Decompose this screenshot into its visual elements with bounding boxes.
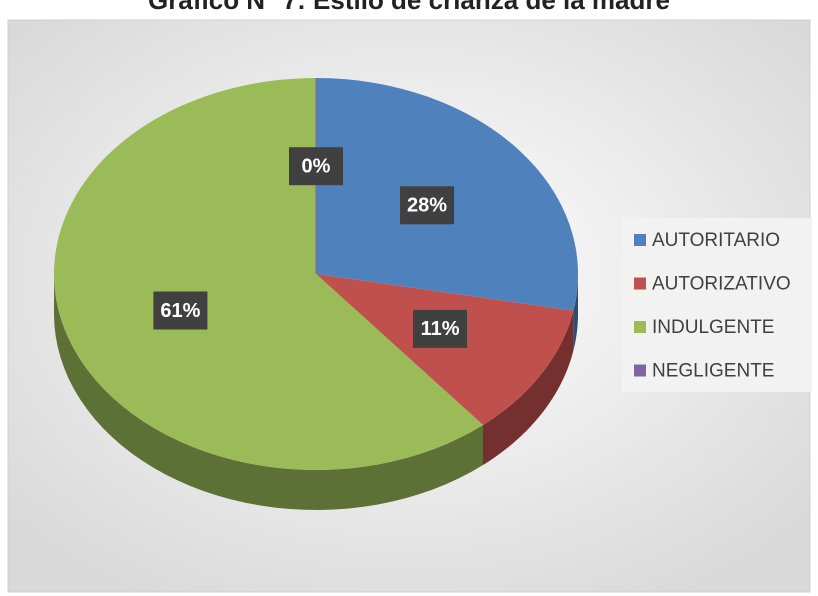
legend-label: AUTORITARIO — [652, 230, 780, 251]
data-label-box — [153, 291, 208, 330]
slice-side — [483, 310, 574, 466]
data-label: 28% — [407, 195, 447, 217]
data-label-box — [289, 147, 343, 186]
legend — [622, 218, 812, 392]
legend-swatch — [634, 234, 646, 246]
legend-swatch — [634, 321, 646, 333]
slice-side — [573, 274, 578, 351]
data-label-box — [413, 309, 468, 348]
data-label: 0% — [302, 155, 331, 177]
slice — [53, 78, 484, 471]
legend-label: INDULGENTE — [652, 317, 774, 338]
slice — [316, 274, 574, 426]
slice-side — [54, 274, 484, 510]
data-label-box — [400, 186, 455, 225]
data-label: 11% — [421, 318, 460, 340]
data-label: 61% — [160, 300, 200, 322]
chart-title: Gráfico N° 7: Estilo de crianza de la ma… — [148, 0, 670, 15]
legend-label: AUTORIZATIVO — [652, 274, 791, 295]
legend-swatch — [634, 364, 646, 377]
legend-swatch — [634, 277, 646, 290]
legend-label: NEGLIGENTE — [652, 361, 774, 382]
